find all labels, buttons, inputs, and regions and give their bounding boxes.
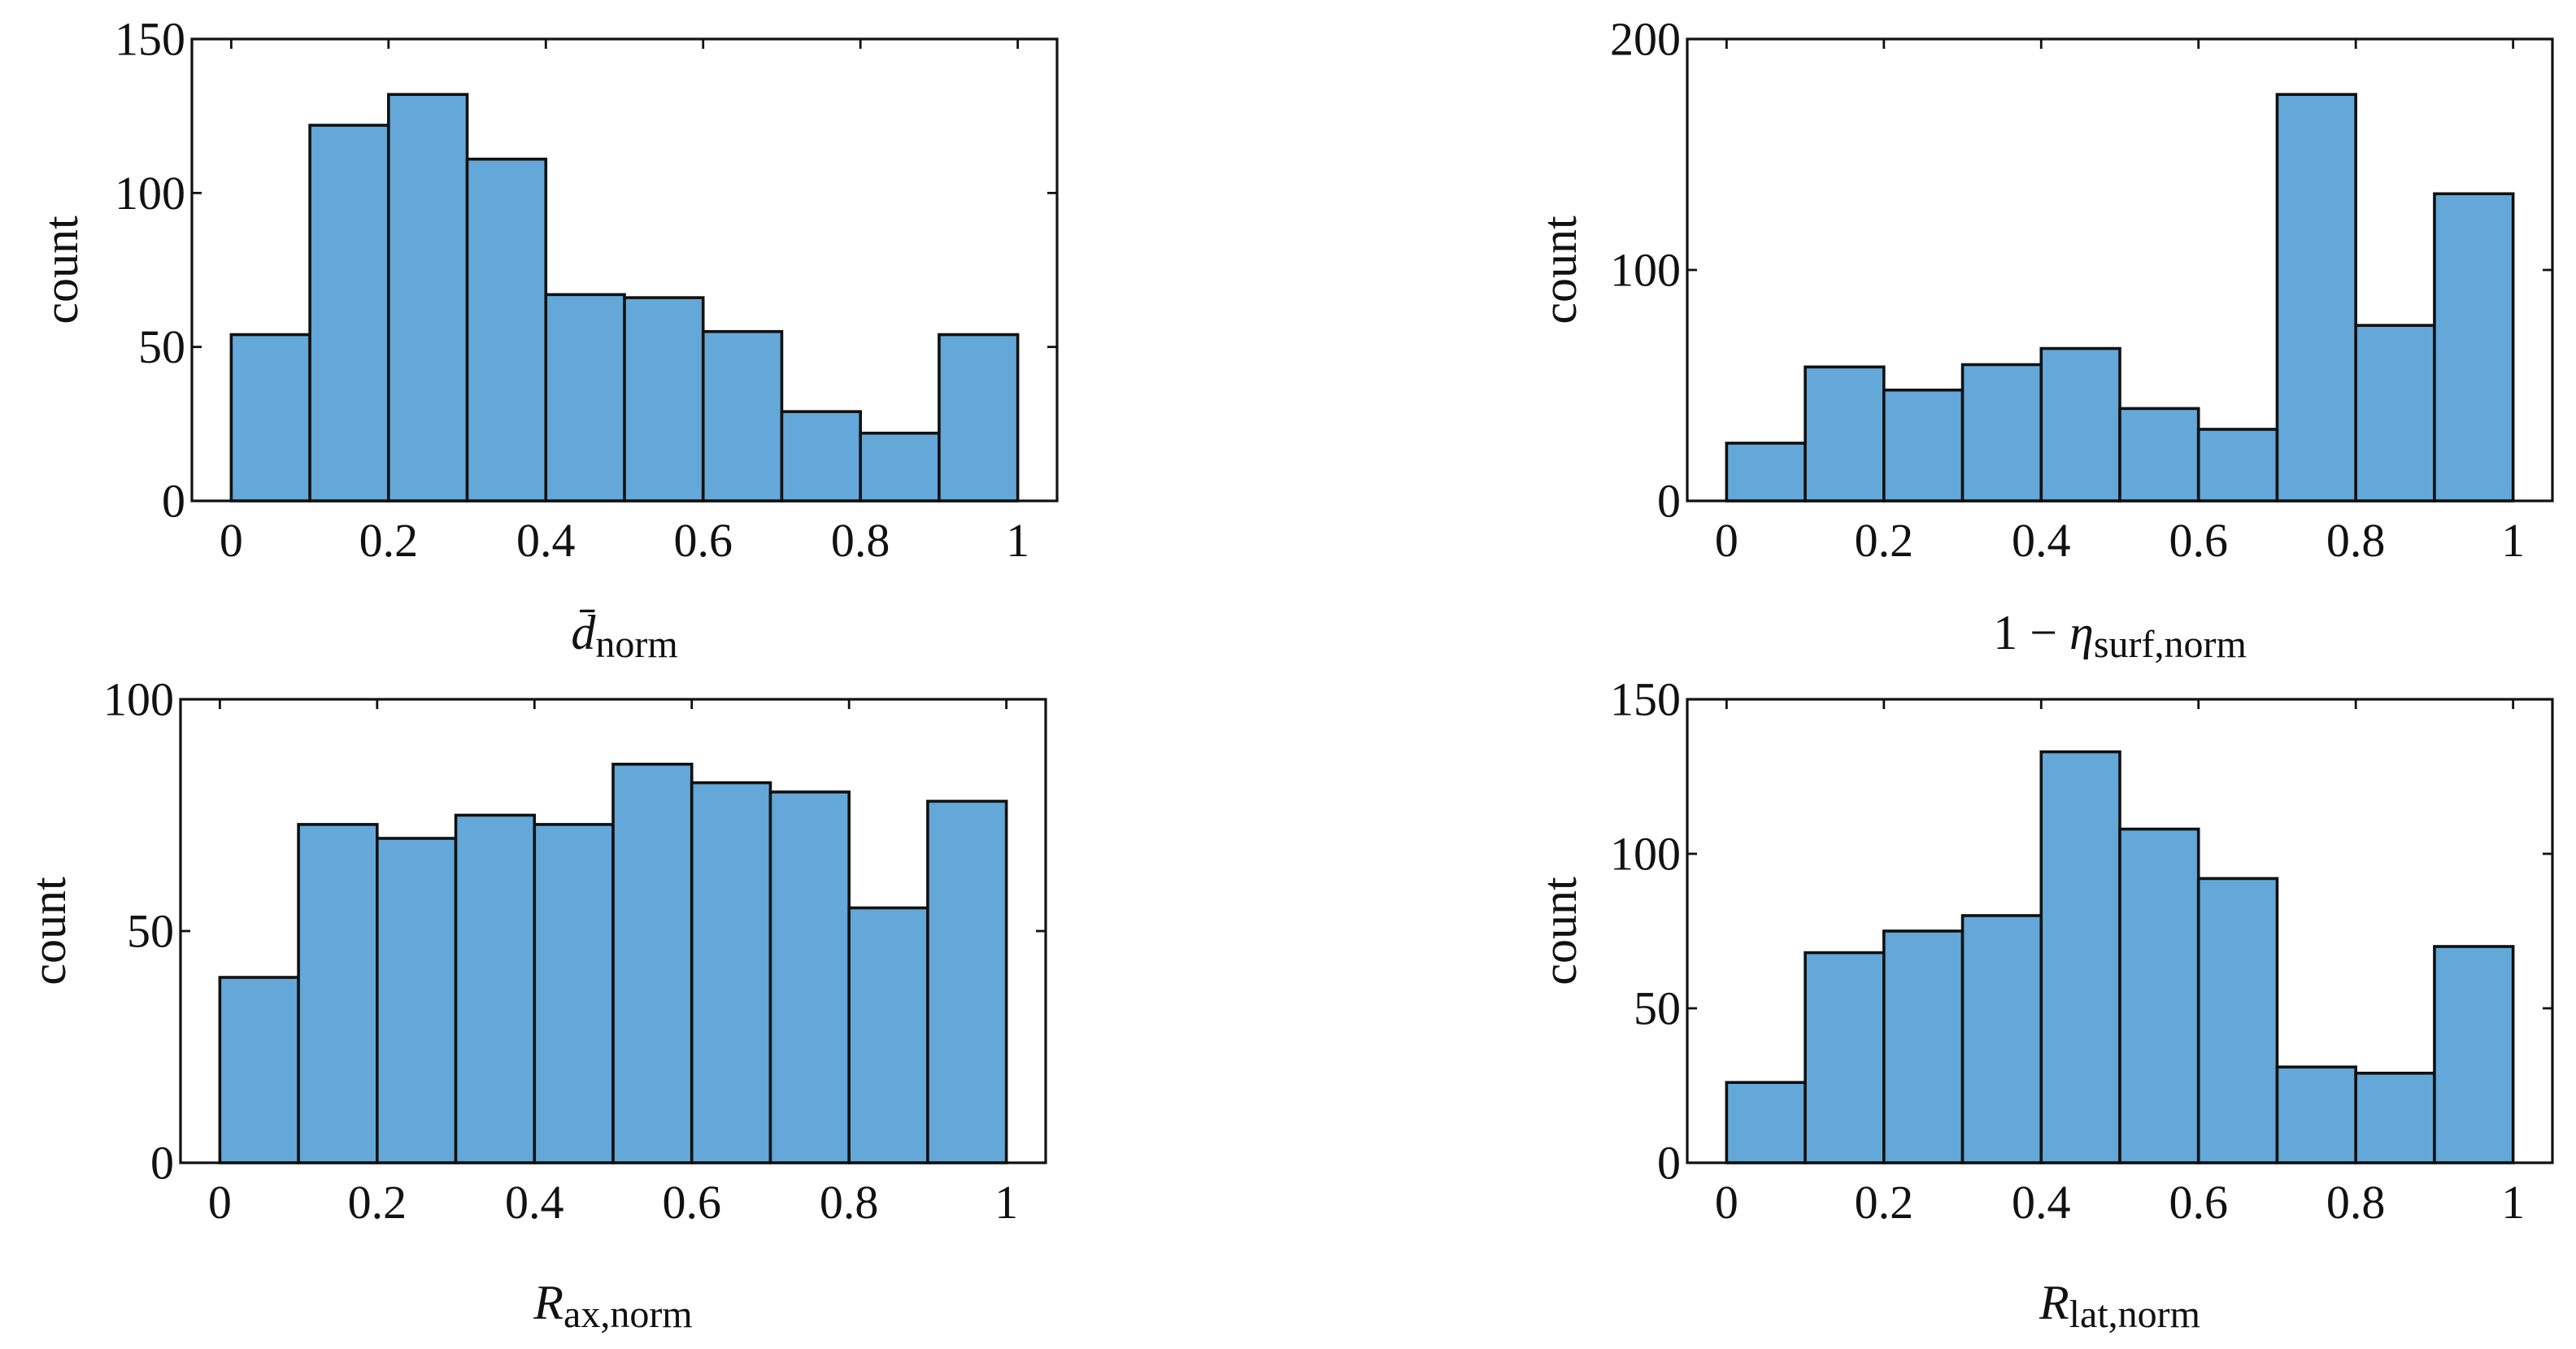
y-tick-label: 50 bbox=[127, 905, 174, 958]
histogram-bar bbox=[2118, 827, 2200, 1164]
x-axis-label: d̄norm bbox=[571, 606, 677, 666]
x-tick-label: 0.8 bbox=[820, 1176, 879, 1229]
y-tick-label: 0 bbox=[1657, 475, 1681, 528]
x-tick-label: 1 bbox=[2501, 1176, 2525, 1229]
histogram-bar bbox=[1725, 442, 1807, 503]
histogram-bar bbox=[1882, 388, 1965, 503]
y-tick-label: 100 bbox=[115, 167, 185, 220]
y-axis-label: count bbox=[1533, 877, 1586, 986]
x-tick-label: 0.2 bbox=[348, 1176, 407, 1229]
histogram-bar bbox=[2354, 324, 2436, 503]
histogram-bar bbox=[623, 296, 705, 503]
histogram-bar bbox=[780, 410, 862, 503]
x-tick-label: 0.6 bbox=[2169, 514, 2228, 567]
histogram-bar bbox=[2118, 407, 2200, 503]
x-tick-label: 0 bbox=[1715, 1176, 1738, 1229]
histogram-bar bbox=[2039, 346, 2121, 503]
histogram-bar bbox=[2433, 945, 2515, 1164]
x-axis-label: Rlat,norm bbox=[2039, 1276, 2200, 1336]
histogram-bar bbox=[701, 329, 784, 503]
histogram-panel-d-bar-norm: 0 50 100 150 0 0.2 0.4 0.6 0.8 1 count d̄norm bbox=[34, 13, 1059, 666]
y-tick-label: 100 bbox=[1610, 244, 1681, 297]
y-tick-label: 50 bbox=[138, 320, 185, 373]
y-tick-label: 50 bbox=[1634, 982, 1681, 1035]
histogram-panel-one-minus-eta-surf-norm: 0 100 200 0 0.2 0.4 0.6 0.8 1 count 1 − ηsurf,norm bbox=[1533, 13, 2554, 666]
histogram-bar bbox=[465, 157, 548, 503]
x-tick-label: 0 bbox=[1715, 514, 1738, 567]
histogram-bar bbox=[1804, 365, 1886, 503]
histogram-bar bbox=[387, 93, 469, 503]
y-tick-label: 100 bbox=[1610, 828, 1681, 881]
x-tick-label: 0.6 bbox=[2169, 1176, 2228, 1229]
x-tick-label: 0.8 bbox=[831, 514, 890, 567]
histogram-bar bbox=[1960, 363, 2043, 503]
plot-frame bbox=[190, 37, 1059, 503]
y-tick-label: 100 bbox=[103, 673, 174, 726]
histogram-bar bbox=[1725, 1081, 1807, 1164]
histogram-bar bbox=[1960, 914, 2043, 1164]
histogram-bar bbox=[690, 781, 772, 1164]
x-tick-label: 1 bbox=[2501, 514, 2525, 567]
x-tick-label: 0.2 bbox=[1855, 514, 1914, 567]
x-tick-label: 0.4 bbox=[2012, 514, 2071, 567]
x-tick-label: 0.2 bbox=[1855, 1176, 1914, 1229]
histogram-bar bbox=[308, 124, 390, 503]
histogram-bar bbox=[297, 823, 379, 1164]
x-axis-label: 1 − ηsurf,norm bbox=[1993, 606, 2247, 666]
x-axis-label: Rax,norm bbox=[533, 1276, 692, 1336]
y-tick-label: 0 bbox=[162, 475, 185, 528]
histogram-bar bbox=[1804, 951, 1886, 1164]
x-tick-label: 1 bbox=[1006, 514, 1029, 567]
x-tick-label: 0.6 bbox=[662, 1176, 721, 1229]
histogram-bar bbox=[2196, 877, 2279, 1164]
histogram-bar bbox=[2196, 428, 2279, 503]
histogram-bar bbox=[376, 837, 458, 1164]
x-tick-label: 0 bbox=[208, 1176, 232, 1229]
x-tick-label: 0.8 bbox=[2326, 1176, 2386, 1229]
x-tick-label: 1 bbox=[994, 1176, 1018, 1229]
y-axis-label: count bbox=[22, 877, 76, 986]
histogram-bar bbox=[533, 823, 615, 1164]
y-axis-label: count bbox=[34, 215, 88, 324]
histogram-bar bbox=[768, 790, 851, 1164]
histogram-bar bbox=[218, 976, 300, 1164]
y-tick-label: 200 bbox=[1610, 13, 1681, 66]
histogram-bar bbox=[544, 293, 626, 503]
histogram-bar bbox=[1882, 929, 1965, 1164]
x-tick-label: 0.2 bbox=[359, 514, 419, 567]
histogram-bar bbox=[926, 799, 1008, 1164]
x-tick-label: 0.4 bbox=[505, 1176, 564, 1229]
x-tick-label: 0 bbox=[220, 514, 243, 567]
y-tick-label: 0 bbox=[1657, 1137, 1681, 1190]
histogram-bar bbox=[938, 333, 1020, 503]
histogram-bar bbox=[2039, 750, 2121, 1164]
plot-frame bbox=[1686, 698, 2554, 1164]
x-tick-label: 0.6 bbox=[673, 514, 733, 567]
histogram-bar bbox=[454, 813, 537, 1164]
x-tick-label: 0.8 bbox=[2326, 514, 2386, 567]
histogram-bar bbox=[2433, 192, 2515, 503]
histogram-panel-r-ax-norm: 0 50 100 0 0.2 0.4 0.6 0.8 1 count Rax,norm bbox=[22, 673, 1047, 1336]
y-tick-label: 0 bbox=[150, 1137, 174, 1190]
x-tick-label: 0.4 bbox=[2012, 1176, 2071, 1229]
histogram-bar bbox=[229, 333, 311, 503]
y-tick-label: 150 bbox=[1610, 673, 1681, 726]
histogram-bar bbox=[611, 762, 694, 1164]
x-tick-label: 0.4 bbox=[516, 514, 576, 567]
histogram-bar bbox=[859, 431, 941, 503]
histogram-bar bbox=[2275, 93, 2357, 503]
y-tick-label: 150 bbox=[115, 13, 185, 66]
y-axis-label: count bbox=[1533, 215, 1586, 324]
histogram-bar bbox=[847, 906, 929, 1164]
histogram-panel-r-lat-norm: 0 50 100 150 0 0.2 0.4 0.6 0.8 1 count Rlat,norm bbox=[1533, 673, 2554, 1336]
histogram-bar bbox=[2354, 1072, 2436, 1164]
histogram-bar bbox=[2275, 1065, 2357, 1164]
